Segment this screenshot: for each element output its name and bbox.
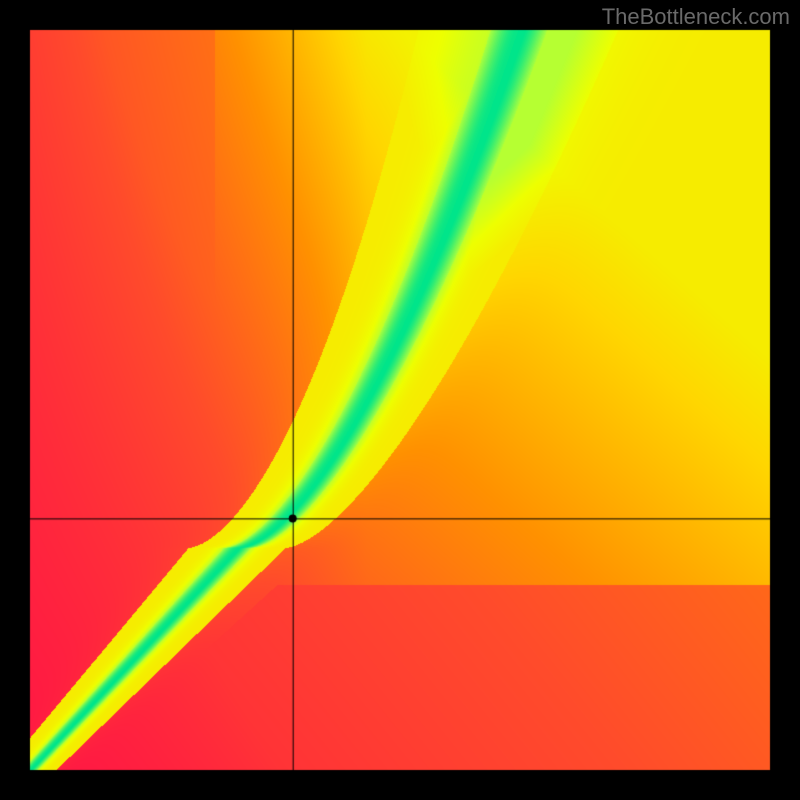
watermark-text: TheBottleneck.com [602, 4, 790, 30]
chart-container: TheBottleneck.com [0, 0, 800, 800]
heatmap-canvas [0, 0, 800, 800]
